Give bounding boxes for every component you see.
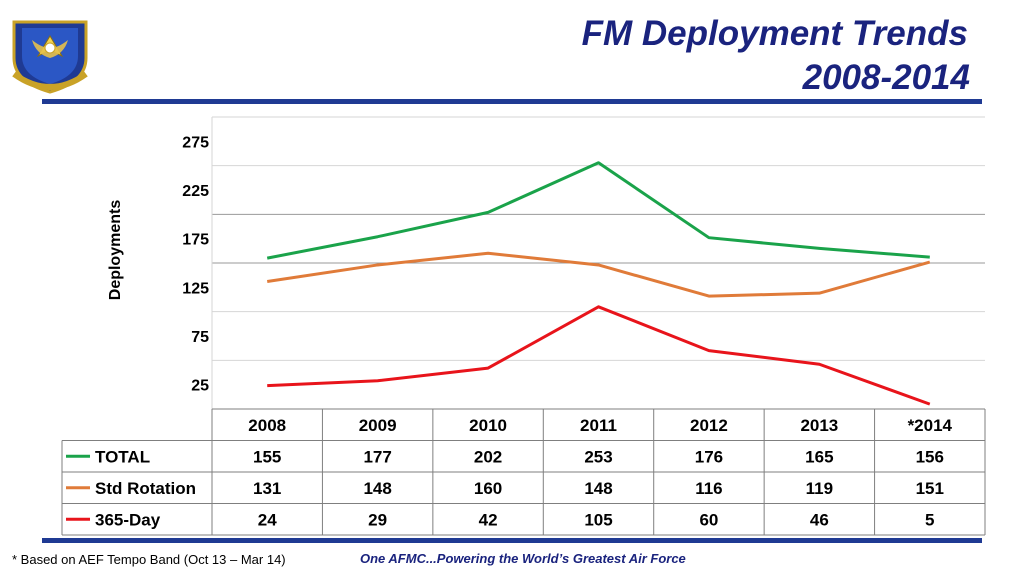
- gridlines: [211, 116, 985, 409]
- x-category-label: 2010: [469, 416, 507, 435]
- data-value: 253: [584, 447, 612, 466]
- y-tick-label: 225: [182, 183, 209, 200]
- title-line-2: 2008-2014: [802, 58, 970, 97]
- data-value: 156: [916, 447, 944, 466]
- y-tick-label: 25: [191, 378, 209, 395]
- x-category-label: 2012: [690, 416, 728, 435]
- x-category-label: 2013: [800, 416, 838, 435]
- footer-rule: [42, 538, 982, 543]
- x-category-label: 2009: [359, 416, 397, 435]
- data-value: 5: [925, 510, 934, 529]
- y-axis-label: Deployments: [107, 200, 124, 301]
- data-value: 46: [810, 510, 829, 529]
- data-table: 2008 2009 2010 2011 2012 2013 *2014 TOTAL 155 177…: [61, 408, 986, 536]
- title-line-1: FM Deployment Trends: [581, 14, 968, 53]
- data-value: 119: [806, 479, 833, 498]
- y-tick-label: 75: [191, 329, 209, 346]
- data-value: 105: [584, 510, 612, 529]
- y-tick-label: 125: [182, 280, 209, 297]
- header-rule: [42, 99, 982, 104]
- data-value: 29: [368, 510, 387, 529]
- series-line: [266, 161, 930, 260]
- x-category-label: 2011: [580, 416, 617, 435]
- series-line: [266, 251, 931, 298]
- data-value: 160: [474, 479, 502, 498]
- y-tick-label: 275: [182, 134, 209, 151]
- data-value: 155: [253, 447, 281, 466]
- page-title: FM Deployment Trends 2008-2014: [581, 12, 970, 100]
- data-value: 202: [474, 447, 502, 466]
- x-category-label: *2014: [908, 416, 953, 435]
- y-tick-label: 175: [182, 232, 209, 249]
- tagline: One AFMC...Powering the World’s Greatest…: [360, 551, 686, 566]
- y-axis-ticks: 275 225 175 125 75 25: [182, 134, 209, 394]
- data-value: 177: [363, 447, 391, 466]
- x-category-label: 2008: [248, 416, 286, 435]
- legend-label: 365-Day: [95, 510, 161, 529]
- series-line: [267, 305, 931, 406]
- data-value: 165: [805, 447, 833, 466]
- data-value: 151: [916, 479, 944, 498]
- data-value: 131: [253, 479, 281, 498]
- series-lines: [266, 161, 931, 406]
- data-value: 148: [363, 479, 391, 498]
- data-value: 60: [699, 510, 718, 529]
- data-value: 116: [695, 479, 722, 498]
- legend-label: TOTAL: [95, 447, 150, 466]
- data-value: 148: [584, 479, 612, 498]
- afmc-shield-logo: [12, 20, 88, 94]
- footnote: * Based on AEF Tempo Band (Oct 13 – Mar …: [12, 552, 286, 567]
- data-value: 176: [695, 447, 723, 466]
- data-value: 24: [258, 510, 277, 529]
- legend-label: Std Rotation: [95, 479, 196, 498]
- data-value: 42: [479, 510, 498, 529]
